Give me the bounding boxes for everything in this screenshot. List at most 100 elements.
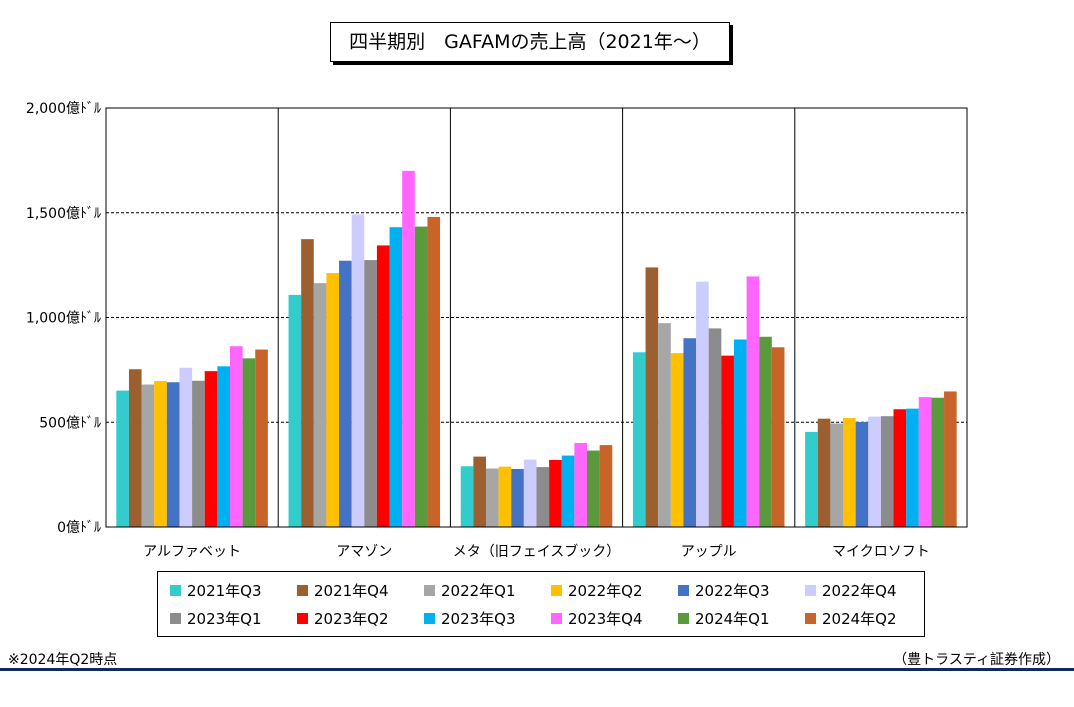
bar: [830, 423, 844, 527]
legend-item: 2022年Q3: [678, 576, 805, 604]
bar: [721, 355, 734, 527]
bar: [733, 339, 747, 527]
legend-label: 2022年Q3: [695, 581, 770, 600]
legend-item: 2022年Q4: [805, 576, 932, 604]
footnote: ※2024年Q2時点: [8, 652, 118, 668]
bar: [204, 371, 218, 527]
bar: [460, 466, 474, 527]
y-tick-label: 2,000億ﾄﾞﾙ: [26, 101, 101, 117]
bar: [868, 416, 881, 527]
bar: [427, 216, 441, 527]
bar: [843, 418, 856, 527]
legend-item: 2023年Q4: [551, 604, 678, 632]
legend-item: 2022年Q1: [424, 576, 551, 604]
bar: [179, 367, 193, 527]
legend-item: 2021年Q3: [170, 576, 297, 604]
bar: [402, 170, 415, 527]
bottom-rule: [0, 668, 1074, 671]
bar: [561, 455, 575, 527]
legend-item: 2023年Q2: [297, 604, 424, 632]
legend-label: 2024年Q1: [695, 609, 770, 628]
legend-label: 2023年Q2: [314, 609, 389, 628]
bar: [817, 418, 831, 527]
legend-swatch: [297, 612, 308, 624]
legend-swatch: [551, 612, 562, 624]
bar: [587, 450, 600, 527]
legend-swatch: [805, 584, 816, 596]
bar: [154, 380, 167, 527]
bar: [855, 422, 869, 527]
bar: [696, 281, 709, 527]
bar: [255, 349, 268, 527]
bar: [326, 273, 340, 527]
category-label: アップル: [681, 544, 737, 560]
credit: （豊トラスティ証券作成）: [893, 652, 1060, 668]
legend-label: 2022年Q4: [822, 581, 897, 600]
bar: [523, 459, 537, 527]
bar: [217, 366, 230, 527]
legend-label: 2022年Q2: [568, 581, 643, 600]
bar: [683, 338, 697, 527]
bar: [599, 445, 613, 527]
legend-swatch: [678, 612, 689, 624]
category-label: マイクロソフト: [832, 544, 930, 560]
legend-label: 2021年Q3: [187, 581, 262, 600]
bar: [242, 358, 256, 527]
y-tick-label: 1,000億ﾄﾞﾙ: [26, 311, 101, 327]
chart-title: 四半期別 GAFAMの売上高（2021年～）: [330, 22, 730, 62]
legend-swatch: [170, 612, 181, 624]
legend-grid: 2021年Q3 2021年Q4 2022年Q1 2022年Q2 2022年Q3 2022年…: [170, 576, 932, 632]
y-tick-label: 0億ﾄﾞﾙ: [57, 520, 101, 536]
bar: [166, 382, 180, 527]
category-label: アマゾン: [336, 544, 392, 560]
legend-label: 2021年Q4: [314, 581, 389, 600]
legend-swatch: [678, 584, 689, 596]
bar: [414, 226, 428, 527]
bar: [301, 239, 314, 527]
bar: [658, 323, 671, 527]
bar: [918, 397, 932, 527]
bar: [708, 328, 722, 527]
legend-swatch: [297, 584, 308, 596]
bar: [906, 408, 919, 527]
bar: [746, 276, 760, 527]
legend-label: 2023年Q4: [568, 609, 643, 628]
bar: [893, 409, 907, 527]
bar: [376, 245, 390, 527]
bar: [805, 431, 818, 527]
legend: 2021年Q3 2021年Q4 2022年Q1 2022年Q2 2022年Q3 2022年…: [157, 571, 925, 637]
y-tick-label: 500億ﾄﾞﾙ: [39, 415, 101, 431]
bar: [645, 267, 659, 527]
bar: [229, 346, 243, 527]
bar: [485, 468, 499, 527]
legend-label: 2023年Q1: [187, 609, 262, 628]
legend-item: 2023年Q1: [170, 604, 297, 632]
legend-item: 2024年Q1: [678, 604, 805, 632]
legend-item: 2022年Q2: [551, 576, 678, 604]
bar: [473, 456, 486, 527]
bar: [288, 294, 302, 527]
bar: [389, 227, 403, 527]
legend-swatch: [424, 584, 435, 596]
legend-swatch: [551, 584, 562, 596]
bar: [116, 390, 129, 527]
category-label: メタ（旧フェイスブック）: [453, 543, 621, 560]
legend-swatch: [424, 612, 435, 624]
bar: [880, 416, 894, 527]
legend-label: 2023年Q3: [441, 609, 516, 628]
legend-label: 2024年Q2: [822, 609, 897, 628]
legend-label: 2022年Q1: [441, 581, 516, 600]
bar: [141, 384, 155, 527]
legend-swatch: [170, 584, 181, 596]
bar: [128, 369, 142, 527]
bar: [511, 468, 524, 527]
category-label: アルファベット: [143, 544, 241, 560]
legend-item: 2023年Q3: [424, 604, 551, 632]
bar: [364, 260, 377, 527]
bar: [759, 336, 772, 527]
bar: [944, 391, 957, 527]
y-tick-label: 1,500億ﾄﾞﾙ: [26, 206, 101, 222]
plot-frame: [105, 107, 968, 528]
legend-item: 2024年Q2: [805, 604, 932, 632]
